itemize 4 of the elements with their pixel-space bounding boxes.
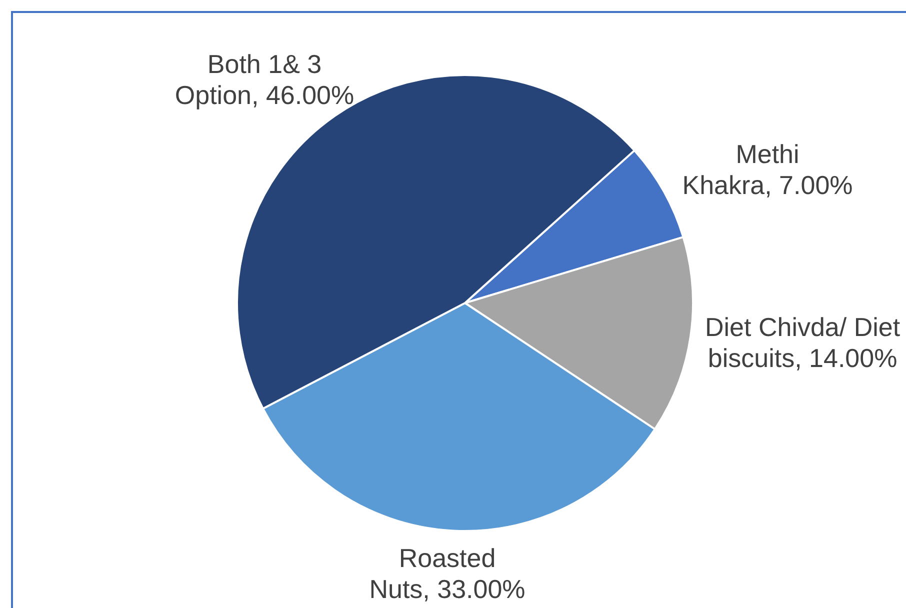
slice-label: Roasted Nuts, 33.00%	[369, 542, 526, 605]
slice-label: Diet Chivda/ Diet biscuits, 14.00%	[705, 312, 900, 374]
slice-label: Methi Khakra, 7.00%	[682, 138, 853, 201]
slice-label: Both 1& 3 Option, 46.00%	[174, 49, 354, 112]
